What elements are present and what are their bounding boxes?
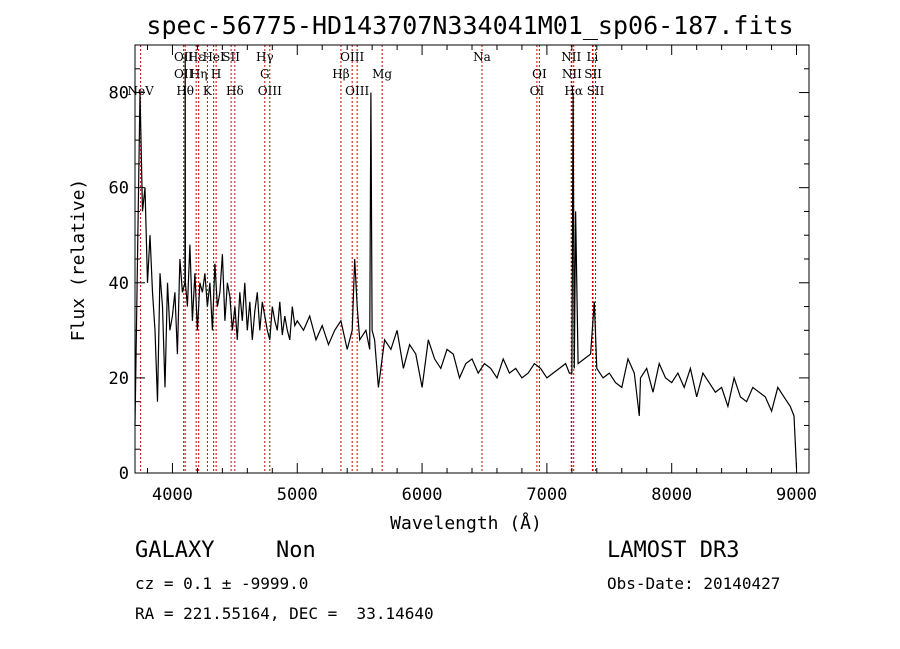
x-tick-label: 7000 — [526, 485, 567, 505]
x-tick-label: 8000 — [651, 485, 692, 505]
y-tick-label: 0 — [119, 464, 129, 484]
coordinates: RA = 221.55164, DEC = 33.14640 — [135, 604, 434, 623]
emission-line-label: Li — [587, 50, 599, 64]
y-tick-label: 20 — [109, 369, 129, 389]
x-tick-label: 5000 — [277, 485, 318, 505]
x-axis: 4000 5000 6000 7000 8000 9000 — [146, 45, 817, 505]
emission-line-label: OII — [174, 50, 194, 64]
y-axis-label: Flux (relative) — [68, 179, 89, 342]
emission-line-label: Hη — [190, 67, 208, 81]
emission-line-label: NeV — [127, 84, 154, 98]
emission-line-labels: NeVOIIOIIHθHεHηKHeIHSIIHδHγGOIIIHβOIIIOI… — [127, 50, 604, 98]
emission-line-label: K — [203, 84, 213, 98]
emission-line-label: SII — [222, 50, 240, 64]
emission-line-label: OIII — [345, 84, 369, 98]
emission-line-label: SII — [584, 67, 602, 81]
emission-line-label: G — [260, 67, 270, 81]
emission-line-label: Mg — [372, 67, 392, 81]
object-class: GALAXY — [135, 538, 215, 563]
x-tick-label: 9000 — [776, 485, 817, 505]
emission-line-label: Hγ — [256, 50, 274, 64]
emission-line-label: Na — [473, 50, 491, 64]
emission-line-label: OIII — [258, 84, 282, 98]
emission-line-label: Hε — [188, 50, 205, 64]
emission-line-label: Hα — [564, 84, 583, 98]
x-axis-label: Wavelength (Å) — [390, 512, 542, 534]
emission-line-label: HeI — [202, 50, 225, 64]
y-tick-label: 80 — [109, 84, 129, 104]
emission-line-label: OI — [530, 84, 545, 98]
plot-frame — [134, 44, 810, 474]
object-subclass: Non — [276, 538, 316, 563]
x-tick-label: 6000 — [402, 485, 443, 505]
y-tick-label: 40 — [109, 274, 129, 294]
emission-line-label: NII — [561, 50, 581, 64]
y-tick-label: 60 — [109, 179, 129, 199]
chart-title: spec-56775-HD143707N334041M01_sp06-187.f… — [146, 11, 793, 40]
redshift-text: cz = 0.1 ± -9999.0 — [135, 574, 309, 593]
x-tick-label: 4000 — [152, 485, 193, 505]
emission-line-label: Hδ — [226, 84, 244, 98]
emission-line-markers — [140, 45, 597, 473]
emission-line-label: H — [211, 67, 221, 81]
emission-line-label: NII — [562, 67, 582, 81]
emission-line-label: SII — [587, 84, 605, 98]
obs-date: Obs-Date: 20140427 — [607, 574, 781, 593]
emission-line-label: OIII — [340, 50, 364, 64]
emission-line-label: OI — [532, 67, 547, 81]
y-axis: 0 20 40 60 80 — [109, 44, 809, 484]
emission-line-label: Hβ — [332, 67, 349, 81]
emission-line-label: OII — [174, 67, 194, 81]
survey-name: LAMOST DR3 — [607, 538, 740, 563]
spectrum-series-line — [134, 54, 798, 469]
